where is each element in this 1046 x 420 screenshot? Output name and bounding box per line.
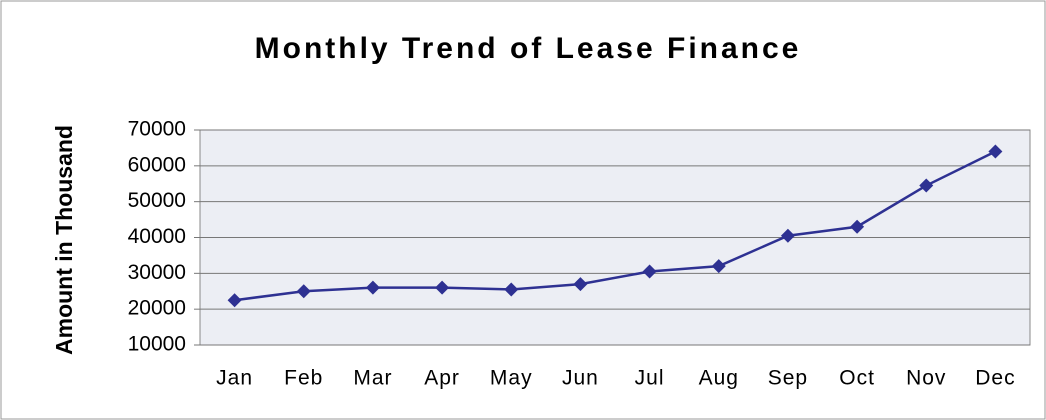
- data-point: [365, 280, 380, 295]
- x-tick-label: Mar: [353, 367, 392, 390]
- y-tick-label: 40000: [128, 225, 186, 248]
- data-point: [711, 259, 726, 274]
- y-axis-label: Amount in Thousand: [51, 125, 77, 355]
- y-tick-label: 50000: [128, 189, 186, 212]
- x-tick-label: Jun: [562, 367, 599, 390]
- data-point: [919, 178, 934, 193]
- y-tick-label: 20000: [128, 297, 186, 320]
- y-tick-label: 60000: [128, 153, 186, 176]
- x-tick-label: Jul: [635, 367, 665, 390]
- y-tick-label: 70000: [128, 118, 186, 141]
- data-point: [573, 277, 588, 292]
- data-point: [227, 293, 242, 308]
- data-point: [850, 219, 865, 234]
- x-tick-label: Sep: [768, 367, 808, 390]
- x-tick-label: Apr: [424, 367, 460, 390]
- x-tick-label: Dec: [975, 367, 1015, 390]
- data-point: [296, 284, 311, 299]
- x-tick-label: Oct: [839, 367, 875, 390]
- x-tick-label: Jan: [216, 367, 253, 390]
- series-line: [234, 150, 996, 302]
- data-point: [504, 282, 519, 297]
- data-point: [780, 228, 795, 243]
- y-tick-label: 30000: [128, 261, 186, 284]
- y-tick-label: 10000: [128, 333, 186, 356]
- data-point: [435, 280, 450, 295]
- x-tick-label: May: [490, 367, 533, 390]
- x-tick-label: Feb: [284, 367, 323, 390]
- data-point: [642, 264, 657, 279]
- data-point: [988, 144, 1003, 159]
- x-tick-label: Nov: [906, 367, 946, 390]
- chart-title: Monthly Trend of Lease Finance: [255, 32, 802, 65]
- x-tick-label: Aug: [699, 367, 739, 390]
